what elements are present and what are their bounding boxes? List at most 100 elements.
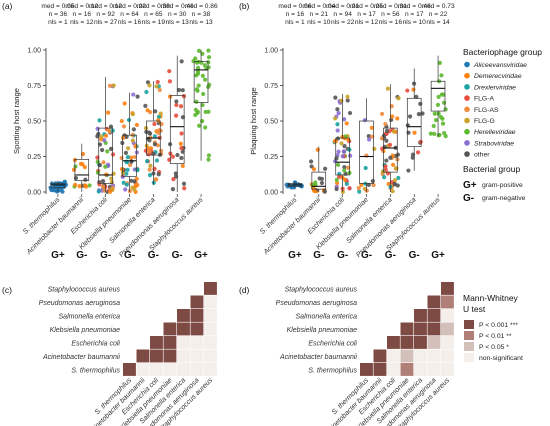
phage-point	[335, 162, 341, 167]
heatmap-cell	[190, 309, 204, 322]
phage-point	[134, 150, 139, 155]
phage-point	[348, 153, 353, 158]
phage-point	[119, 118, 124, 124]
phage-point	[121, 180, 126, 185]
phage-point	[167, 69, 172, 74]
box	[98, 127, 113, 184]
box	[383, 127, 398, 173]
phage-point	[125, 167, 130, 172]
phage-point	[385, 86, 390, 91]
phage-point	[407, 114, 413, 119]
phage-legend-swatch	[464, 151, 470, 157]
heatmap-cell	[427, 336, 441, 349]
phage-point	[197, 123, 202, 128]
heatmap-row-label: Acinetobacter baumannii	[42, 354, 120, 361]
phage-point	[206, 60, 211, 65]
gram-legend-symbol: G+	[463, 180, 477, 191]
phage-point	[82, 165, 87, 170]
phage-point	[204, 66, 209, 71]
heatmap-row-label: Acinetobacter baumannii	[279, 354, 357, 361]
panel-label-b: (b)	[239, 1, 250, 11]
phage-point	[391, 129, 397, 134]
phage-point	[159, 148, 164, 153]
phage-point	[332, 139, 337, 144]
mw-legend-swatch	[464, 342, 474, 351]
phage-point	[195, 65, 201, 70]
phage-point	[174, 113, 179, 118]
mw-legend-swatch	[464, 353, 474, 362]
phage-point	[415, 150, 421, 155]
phage-legend-label: FLG-A	[474, 96, 494, 103]
phage-point	[203, 77, 208, 82]
phage-point	[128, 155, 134, 160]
phage-point	[123, 187, 128, 192]
nls-stat: nls = 13	[189, 19, 213, 26]
phage-point	[311, 167, 317, 172]
phage-point	[335, 107, 340, 112]
heatmap-cell	[204, 282, 217, 295]
gram-legend-label: gram-positive	[482, 182, 523, 189]
phage-point	[432, 111, 437, 116]
phage-point	[153, 109, 158, 114]
n-stat: n = 16	[73, 11, 92, 18]
gram-symbol: G-	[313, 250, 324, 261]
y-axis-label: Spotting host range	[12, 88, 21, 154]
gram-symbol: G-	[100, 250, 111, 261]
phage-point	[102, 188, 107, 193]
phage-point	[392, 182, 397, 187]
phage-point	[120, 174, 125, 179]
n-stat: n = 36	[49, 11, 68, 18]
n-stat: n = 64	[120, 11, 139, 18]
phage-point	[119, 167, 125, 172]
phage-point	[156, 118, 161, 123]
n-stat: n = 56	[381, 11, 400, 18]
phage-legend-label: Herelleviridae	[474, 129, 516, 136]
phage-point	[194, 99, 199, 104]
phage-point	[200, 73, 205, 78]
phage-point	[370, 178, 375, 184]
mw-legend-subtitle: U test	[463, 304, 486, 314]
phage-point	[106, 110, 111, 115]
median-stat: med = 0.12	[89, 3, 123, 10]
phage-point	[366, 134, 371, 139]
nls-stat: nls = 1	[285, 19, 305, 26]
gram-symbol: G-	[409, 250, 420, 261]
phage-point	[206, 109, 211, 114]
phage-point	[100, 147, 105, 153]
phage-point	[380, 169, 386, 174]
bacteriophage-group-legend: Bacteriophage group Aliceevansviridae Deme…	[463, 47, 542, 159]
phage-point	[342, 177, 348, 182]
phage-point	[126, 146, 131, 151]
phage-point	[179, 146, 184, 151]
phage-point	[175, 152, 180, 158]
phage-point	[309, 159, 314, 164]
phage-point	[420, 111, 425, 116]
phage-point	[441, 100, 447, 105]
heatmap-cell	[123, 363, 136, 376]
n-stat: n = 65	[144, 11, 163, 18]
heatmap-cell	[190, 349, 204, 363]
phage-point	[334, 156, 339, 161]
phage-point	[96, 189, 101, 194]
heatmap-row-label: Escherichia coli	[308, 340, 357, 347]
phage-point	[178, 141, 183, 146]
phage-point	[147, 173, 153, 178]
phage-point	[77, 184, 82, 189]
heatmap-row-label: S. thermophilus	[71, 367, 120, 374]
heatmap-cell	[163, 336, 177, 349]
phage-point	[344, 181, 349, 187]
phage-point	[379, 136, 385, 141]
phage-point	[106, 127, 111, 133]
phage-point	[181, 181, 187, 186]
phage-point	[143, 103, 148, 108]
heatmap-cell	[373, 363, 387, 376]
phage-point	[312, 189, 317, 194]
heatmap-cell	[427, 295, 441, 309]
heatmap-cell	[190, 363, 204, 376]
phage-point	[133, 143, 138, 148]
phage-legend-label: FLG-AS	[474, 107, 499, 114]
phage-point	[344, 121, 349, 126]
phage-point	[388, 155, 393, 160]
heatmap-cell	[400, 349, 414, 363]
